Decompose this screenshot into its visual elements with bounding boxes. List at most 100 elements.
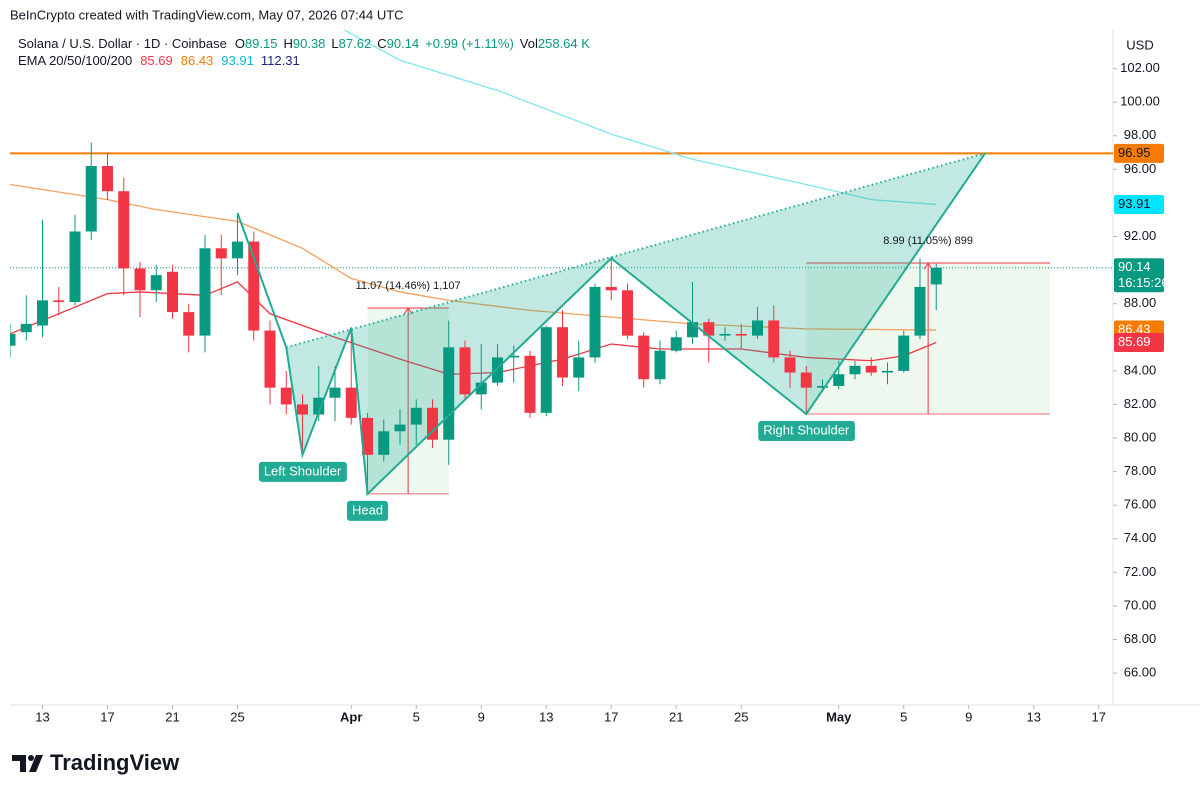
candle-body xyxy=(150,275,162,291)
candle-body xyxy=(719,333,731,336)
candle-body xyxy=(102,166,113,192)
y-tick-label: 102.00 xyxy=(1120,60,1160,75)
ohlc-key: H xyxy=(283,36,292,51)
change: +0.99 (+1.11%) xyxy=(425,36,514,51)
measure-label: 8.99 (11.05%) 899 xyxy=(883,235,973,247)
x-tick-label: 13 xyxy=(35,709,49,724)
candle-body xyxy=(654,350,666,380)
ohlc-value: 90.38 xyxy=(293,36,326,51)
candle-body xyxy=(134,268,146,291)
x-tick-label: 9 xyxy=(965,709,972,724)
annotation-box xyxy=(346,500,389,521)
y-tick-label: 80.00 xyxy=(1124,429,1157,444)
ema-value: 93.91 xyxy=(221,53,253,68)
candle-body xyxy=(865,365,877,373)
candle-body xyxy=(329,387,341,398)
candle-body xyxy=(735,333,747,336)
x-tick-label: 17 xyxy=(100,709,114,724)
brand: TradingView xyxy=(50,750,180,775)
candle-body xyxy=(85,166,97,232)
candle-body xyxy=(118,191,130,269)
neckline xyxy=(285,152,986,349)
candle-body xyxy=(394,424,406,432)
candle-body xyxy=(833,374,845,386)
candle-body xyxy=(199,248,211,336)
source-line: BeInCrypto created with TradingView.com,… xyxy=(10,7,404,22)
price-label: 93.91 xyxy=(1118,196,1151,211)
candle-body xyxy=(297,404,308,415)
candle-body xyxy=(849,365,861,375)
candle-body xyxy=(37,300,48,326)
plot-area xyxy=(10,30,1113,497)
candle-body xyxy=(914,286,926,336)
candle-body xyxy=(670,337,682,351)
candle-body xyxy=(540,327,552,413)
candle-body xyxy=(492,357,503,383)
ema-line xyxy=(342,30,937,206)
x-tick-label: May xyxy=(826,709,852,724)
candle-body xyxy=(768,320,780,358)
price-label: 96.95 xyxy=(1118,145,1151,160)
countdown: 16:15:26 xyxy=(1118,275,1169,290)
x-tick-label: 13 xyxy=(1027,709,1041,724)
annotation-label: Right Shoulder xyxy=(763,422,850,437)
y-tick-label: 70.00 xyxy=(1124,597,1157,612)
price-label: 85.69 xyxy=(1118,334,1151,349)
ohlc-value: 90.14 xyxy=(387,36,420,51)
ohlc-value: 89.15 xyxy=(245,36,278,51)
overlay: 11.07 (14.46%) 1,107 8.99 (11.05%) 899 Lef… xyxy=(258,235,973,521)
footer-logo: TradingView xyxy=(12,750,180,775)
pattern-line xyxy=(236,152,986,497)
candle-body xyxy=(20,323,32,333)
candle-body xyxy=(427,407,438,440)
candle-body xyxy=(248,241,260,331)
y-tick-label: 66.00 xyxy=(1124,665,1157,680)
ema-value: 85.69 xyxy=(140,53,173,68)
candle-body xyxy=(687,322,698,338)
volume: 258.64 K xyxy=(538,36,590,51)
y-tick-label: 82.00 xyxy=(1124,396,1157,411)
ema-value: 112.31 xyxy=(261,53,300,68)
ohlc-key: L xyxy=(331,36,338,51)
ohlc-key: C xyxy=(377,36,386,51)
candle-body xyxy=(264,330,276,388)
candle-body xyxy=(53,300,65,303)
y-tick-label: 78.00 xyxy=(1124,463,1157,478)
ema-value: 86.43 xyxy=(181,53,214,68)
price-label-box xyxy=(1114,194,1164,214)
candle-body xyxy=(232,241,243,259)
y-tick-label: 84.00 xyxy=(1124,362,1157,377)
x-tick-label: 13 xyxy=(539,709,553,724)
candle-body xyxy=(10,333,16,346)
candle-body xyxy=(524,355,536,413)
candle-body xyxy=(378,431,390,455)
candle-body xyxy=(800,372,812,388)
annotation-box xyxy=(258,461,347,482)
candle-body xyxy=(638,335,650,380)
candle-body xyxy=(167,271,178,313)
symbol: Solana / U.S. Dollar · 1D · Coinbase xyxy=(18,36,227,51)
price-label-box xyxy=(1114,332,1164,352)
ema-legend: EMA 20/50/100/200 85.69 86.43 93.91 112.31 xyxy=(18,53,300,68)
y-tick-label: 96.00 xyxy=(1124,161,1157,176)
annotation-label: Left Shoulder xyxy=(264,463,342,478)
candle-body xyxy=(622,290,633,336)
candle-body xyxy=(784,357,796,373)
x-tick-label: 5 xyxy=(413,709,420,724)
x-tick-label: 25 xyxy=(230,709,244,724)
candle-body xyxy=(930,267,942,285)
y-tick-label: 98.00 xyxy=(1124,127,1157,142)
candle-body xyxy=(605,286,617,291)
annotation-label: Head xyxy=(352,502,383,517)
candle-body xyxy=(882,370,893,373)
candle-body xyxy=(362,417,373,455)
measure-label: 11.07 (14.46%) 1,107 xyxy=(356,280,461,292)
price-label: 86.43 xyxy=(1118,321,1151,336)
y-tick-label: 72.00 xyxy=(1124,564,1157,579)
candle-body xyxy=(508,355,520,358)
candle-body xyxy=(69,231,81,303)
logo-icon xyxy=(29,755,43,772)
candle-body xyxy=(443,347,455,440)
volume-key: Vol xyxy=(520,36,538,51)
logo-icon xyxy=(28,755,34,761)
